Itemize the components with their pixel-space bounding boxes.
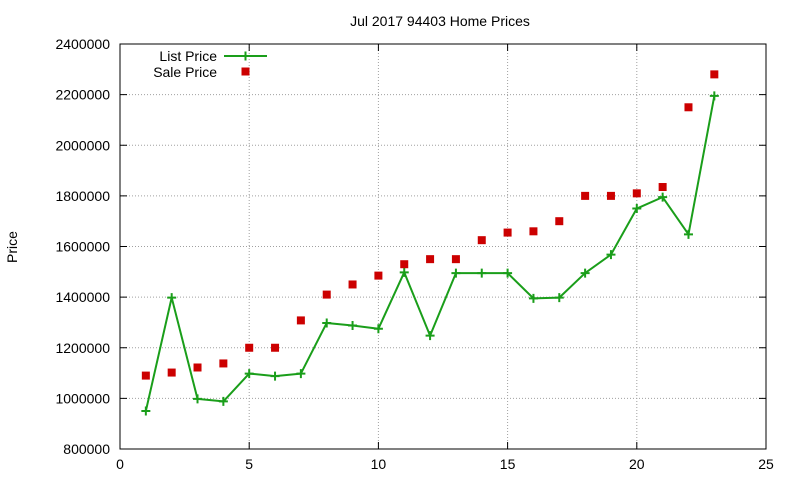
y-axis-label: Price xyxy=(4,231,20,263)
data-point-sale-price xyxy=(400,260,409,269)
y-tick-label: 2000000 xyxy=(55,137,110,153)
data-point-sale-price xyxy=(296,316,305,325)
series-line-list-price xyxy=(144,95,716,412)
data-point-list-price xyxy=(580,268,590,278)
axis-ticks: 0 5 10 15 20 25 800000 1000000 1200000 1400000 160… xyxy=(55,36,774,472)
data-point-sale-price xyxy=(245,343,254,352)
legend: List Price Sale Price xyxy=(153,48,267,80)
y-tick-label: 800000 xyxy=(63,441,110,457)
y-tick-label: 1600000 xyxy=(55,239,110,255)
data-point-list-price xyxy=(296,369,306,379)
data-point-list-price xyxy=(193,394,203,404)
data-point-list-price xyxy=(709,91,719,101)
y-tick-label: 2400000 xyxy=(55,36,110,52)
data-point-sale-price xyxy=(606,191,615,200)
data-point-list-price xyxy=(528,293,538,303)
y-tick-label: 1000000 xyxy=(55,390,110,406)
data-point-sale-price xyxy=(141,371,150,380)
y-tick-label: 1200000 xyxy=(55,340,110,356)
data-point-sale-price xyxy=(581,191,590,200)
data-point-sale-price xyxy=(322,290,331,299)
data-point-list-price xyxy=(554,293,564,303)
legend-label-list-price: List Price xyxy=(159,48,217,64)
legend-marker-sale-price xyxy=(241,67,250,76)
data-point-list-price xyxy=(632,204,642,214)
data-point-list-price xyxy=(503,268,513,278)
chart-title: Jul 2017 94403 Home Prices xyxy=(350,13,530,29)
data-point-sale-price xyxy=(658,183,667,192)
data-point-list-price xyxy=(451,268,461,278)
data-point-list-price xyxy=(658,192,668,202)
data-point-sale-price xyxy=(426,255,435,264)
data-point-list-price xyxy=(477,268,487,278)
data-point-sale-price xyxy=(271,343,280,352)
data-point-sale-price xyxy=(503,228,512,237)
data-point-sale-price xyxy=(477,236,486,245)
x-tick-label: 15 xyxy=(500,456,516,472)
data-point-list-price xyxy=(167,293,177,303)
legend-marker-list-price xyxy=(241,51,250,61)
data-point-list-price xyxy=(141,406,151,416)
x-tick-label: 20 xyxy=(629,456,645,472)
data-point-sale-price xyxy=(167,368,176,377)
data-point-list-price xyxy=(270,371,280,381)
y-tick-label: 2200000 xyxy=(55,87,110,103)
data-point-sale-price xyxy=(710,70,719,79)
grid xyxy=(120,44,766,449)
data-point-list-price xyxy=(683,229,693,239)
data-point-list-price xyxy=(425,331,435,341)
data-point-list-price xyxy=(244,369,254,379)
y-tick-label: 1800000 xyxy=(55,188,110,204)
data-point-list-price xyxy=(373,324,383,334)
data-point-list-price xyxy=(399,267,409,277)
data-point-sale-price xyxy=(632,189,641,198)
data-point-sale-price xyxy=(684,103,693,112)
x-tick-label: 5 xyxy=(245,456,253,472)
data-point-sale-price xyxy=(555,217,564,226)
data-point-sale-price xyxy=(193,363,202,372)
series xyxy=(141,70,719,416)
x-tick-label: 10 xyxy=(371,456,387,472)
data-point-list-price xyxy=(218,396,228,406)
data-point-sale-price xyxy=(451,255,460,264)
data-point-sale-price xyxy=(529,227,538,236)
data-point-list-price xyxy=(322,318,332,328)
data-point-sale-price xyxy=(374,271,383,280)
x-tick-label: 0 xyxy=(116,456,124,472)
x-tick-label: 25 xyxy=(758,456,774,472)
data-point-sale-price xyxy=(219,359,228,368)
y-tick-label: 1400000 xyxy=(55,289,110,305)
data-point-sale-price xyxy=(348,280,357,289)
legend-label-sale-price: Sale Price xyxy=(153,64,217,80)
data-point-list-price xyxy=(606,250,616,260)
data-point-list-price xyxy=(348,320,358,330)
